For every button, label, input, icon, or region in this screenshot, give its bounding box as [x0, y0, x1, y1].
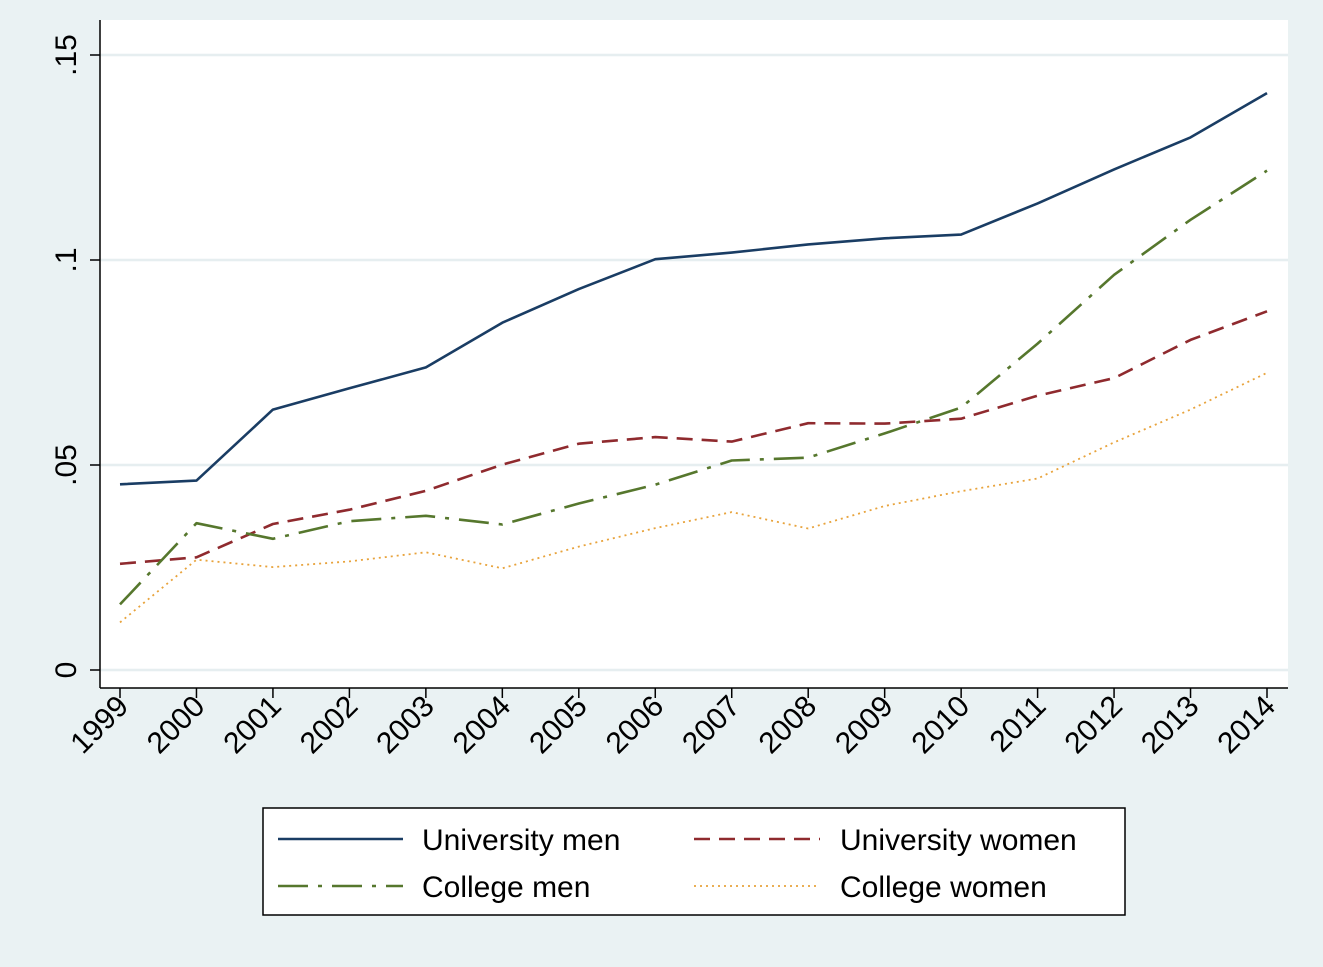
legend-label: University women	[840, 824, 1077, 857]
series-line-university-women	[119, 310, 1268, 566]
legend: University men University women College me…	[262, 807, 1126, 916]
plot-background	[100, 20, 1288, 688]
legend-box	[262, 807, 1126, 916]
series-lines	[119, 91, 1268, 624]
y-tick-label: .05	[50, 444, 83, 486]
gridlines	[100, 53, 1288, 672]
legend-label: University men	[422, 824, 620, 857]
series-line-university-men	[119, 91, 1268, 486]
series-line-college-men	[119, 169, 1268, 606]
y-tick-label: .1	[50, 247, 83, 272]
y-tick-label: .15	[50, 34, 83, 76]
y-tick-label: 0	[50, 662, 83, 679]
legend-label: College men	[422, 871, 590, 904]
legend-label: College women	[840, 871, 1047, 904]
